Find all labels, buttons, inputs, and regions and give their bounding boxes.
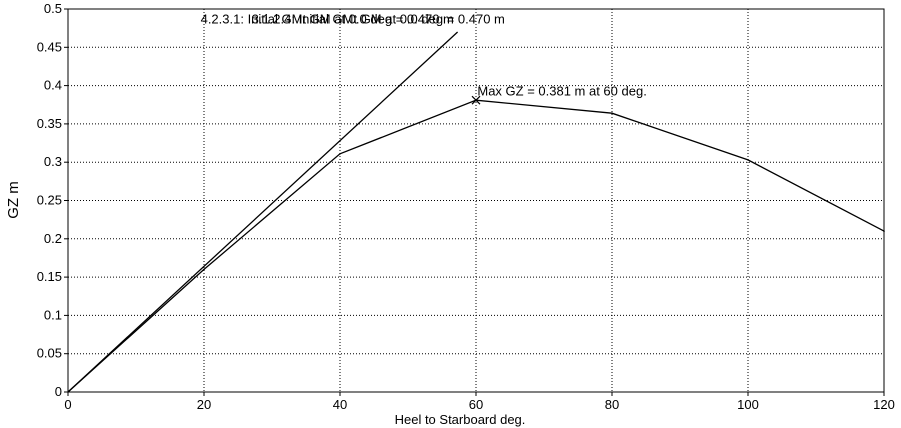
y-tick-label: 0.5 — [44, 1, 62, 16]
gz-data-point — [611, 112, 613, 114]
y-tick-label: 0.45 — [37, 39, 62, 54]
x-tick-label: 40 — [333, 397, 347, 412]
y-tick-label: 0 — [55, 384, 62, 399]
gz-data-point — [747, 159, 749, 161]
x-axis-label: Heel to Starboard deg. — [395, 412, 526, 427]
annotations: 4.2.3.1: Initial GMt GM at 0.0 deg = 0.4… — [201, 12, 647, 99]
x-tick-label: 0 — [64, 397, 71, 412]
annotation-label: 4.2.3.1: Initial GMt GM at 0.0 deg = 0.4… — [201, 12, 454, 27]
y-tick-label: 0.3 — [44, 154, 62, 169]
y-tick-label: 0.4 — [44, 78, 62, 93]
y-tick-label: 0.1 — [44, 307, 62, 322]
annotation-label: 3.1.2.4: Initial GMt GM at 0.0 deg = 0.4… — [252, 12, 505, 27]
initial-gm-tangent-line — [67, 31, 459, 393]
tick-labels: 0 0.05 0.1 0.15 0.2 0.25 0.3 0.35 0.4 0.45 0.5 0 20 4… — [37, 1, 895, 412]
y-axis-label: GZ m — [5, 181, 22, 219]
y-tick-label: 0.35 — [37, 116, 62, 131]
x-tick-label: 120 — [873, 397, 895, 412]
series-lines — [67, 31, 885, 393]
gz-data-point — [883, 230, 885, 232]
y-tick-label: 0.05 — [37, 346, 62, 361]
grid — [68, 9, 884, 392]
y-tick-label: 0.2 — [44, 231, 62, 246]
x-tick-label: 20 — [197, 397, 211, 412]
x-tick-label: 60 — [469, 397, 483, 412]
gz-data-point — [339, 152, 341, 155]
x-tick-label: 100 — [737, 397, 759, 412]
max-gz-marker — [471, 95, 481, 105]
x-tick-label: 80 — [605, 397, 619, 412]
gz-data-point — [203, 268, 205, 271]
y-tick-label: 0.15 — [37, 269, 62, 284]
annotation-label: Max GZ = 0.381 m at 60 deg. — [477, 84, 646, 99]
y-tick-label: 0.25 — [37, 193, 62, 208]
